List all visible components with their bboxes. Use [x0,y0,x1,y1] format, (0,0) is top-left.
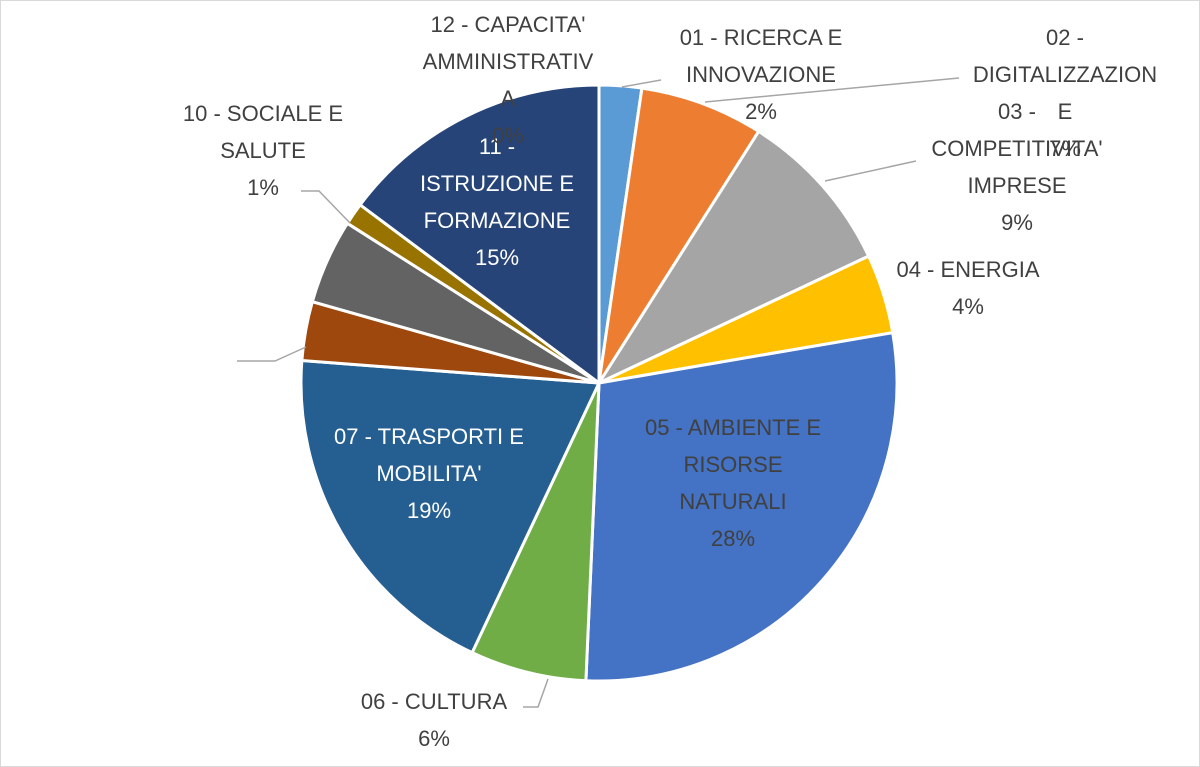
data-label-percent: 19% [407,498,451,523]
pie-slice-07 [299,359,601,655]
data-label-line: A [501,86,516,111]
data-label-line: COMPETITIVITA' [931,136,1102,161]
data-label-line: FORMAZIONE [424,208,571,233]
data-label-line: 01 - RICERCA E [680,25,843,50]
data-label-04: 04 - ENERGIA 4% [896,257,1039,319]
data-label-line: SALUTE [220,138,306,163]
data-label-line: 10 - SOCIALE E [183,101,343,126]
data-label-line: IMPRESE [967,173,1066,198]
data-label-05: 05 - AMBIENTE E RISORSE NATURALI 28% [645,415,821,551]
data-label-percent: 4% [952,294,984,319]
data-label-percent: 28% [711,526,755,551]
data-label-line: 12 - CAPACITA' [431,12,586,37]
pie-slice-05 [584,331,899,683]
pie-slice-06 [470,381,601,683]
data-label-11: 11 - ISTRUZIONE E FORMAZIONE 15% [420,134,574,270]
pie-slice-02 [597,86,761,385]
slice-labels: 01 - RICERCA E INNOVAZIONE 2% 02 - DIGITALIZ… [183,12,1157,751]
data-label-line: NATURALI [679,489,786,514]
data-label-percent: 1% [247,175,279,200]
data-label-01: 01 - RICERCA E INNOVAZIONE 2% [680,25,843,124]
data-label-line: 04 - ENERGIA [896,257,1039,282]
leader-lines [237,77,960,708]
data-label-percent: 15% [475,245,519,270]
data-label-line: ISTRUZIONE E [420,171,574,196]
data-label-percent: 2% [745,99,777,124]
pie-slice-11 [358,83,601,385]
data-label-percent: 0% [492,123,524,148]
pie-slices [299,83,899,683]
data-label-line: AMMINISTRATIV [423,49,594,74]
data-label-line: 05 - AMBIENTE E [645,415,821,440]
data-label-line: 07 - TRASPORTI E [334,424,524,449]
leader-line-02 [704,77,960,103]
pie-slice-03 [597,129,871,385]
data-label-06: 06 - CULTURA 6% [361,689,508,751]
leader-line-03 [824,160,917,182]
data-label-line: 02 - [1046,25,1084,50]
data-label-line: 03 - [998,99,1036,124]
data-label-line: 11 - [479,134,515,159]
data-label-percent: 7% [1049,136,1081,161]
data-label-line: DIGITALIZZAZION [973,62,1157,87]
data-label-12: 12 - CAPACITA' AMMINISTRATIV A 0% [423,12,594,148]
data-label-line: RISORSE [683,452,782,477]
data-label-line: MOBILITA' [376,461,481,486]
data-label-line: INNOVAZIONE [686,62,836,87]
data-label-07: 07 - TRASPORTI E MOBILITA' 19% [334,424,524,523]
data-label-percent: 6% [418,726,450,751]
leader-line-06 [523,678,549,708]
data-label-percent: 9% [1001,210,1033,235]
data-label-02: 02 - DIGITALIZZAZION E 7% [973,25,1157,161]
leader-line-10 [301,190,351,224]
data-label-10: 10 - SOCIALE E SALUTE 1% [183,101,343,200]
leader-line-01 [621,79,662,88]
data-label-line: E [1058,99,1073,124]
data-label-line: 06 - CULTURA [361,689,508,714]
leader-line-08 [237,346,307,362]
data-label-03: 03 - COMPETITIVITA' IMPRESE 9% [931,99,1102,235]
